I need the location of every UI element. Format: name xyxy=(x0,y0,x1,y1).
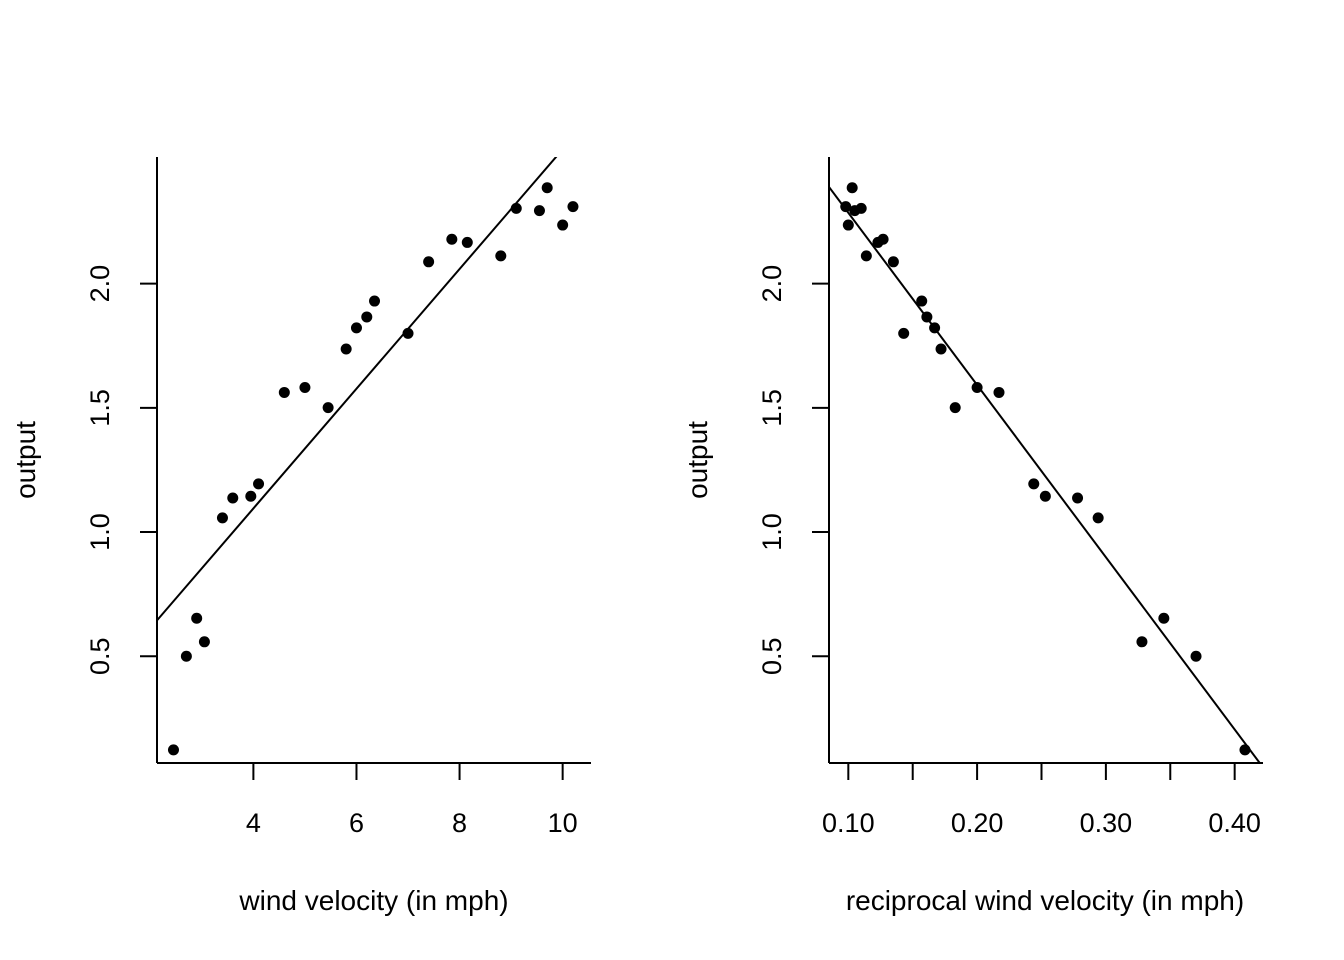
right-data-point xyxy=(949,402,961,414)
left-y-axis-title: output xyxy=(10,421,41,499)
right-data-point xyxy=(1092,512,1104,524)
right-data-point xyxy=(921,311,933,323)
right-x-tick-label: 0.10 xyxy=(822,808,875,838)
left-data-point xyxy=(180,650,192,662)
right-data-point xyxy=(860,250,872,262)
right-data-point xyxy=(993,386,1005,398)
left-data-point xyxy=(191,612,203,624)
left-data-point xyxy=(253,478,265,490)
right-data-point xyxy=(1072,492,1084,504)
right-data-point xyxy=(1190,650,1202,662)
left-x-tick-label: 6 xyxy=(349,808,364,838)
left-x-axis-title: wind velocity (in mph) xyxy=(238,885,508,916)
left-y-tick-label: 1.5 xyxy=(85,389,115,427)
right-data-point xyxy=(1028,478,1040,490)
right-y-axis-title: output xyxy=(682,421,713,499)
left-panel-marks: 4 6 8 10 0.5 1.0 1.5 2.0 xyxy=(85,157,591,838)
left-data-point xyxy=(423,256,435,268)
right-data-point xyxy=(916,295,928,307)
left-data-point xyxy=(446,233,458,245)
right-data-point xyxy=(1136,636,1148,648)
right-data-point xyxy=(846,182,858,194)
left-data-point xyxy=(245,490,257,502)
left-data-point xyxy=(369,295,381,307)
left-data-point xyxy=(227,492,239,504)
left-data-point xyxy=(361,311,373,323)
left-data-point xyxy=(167,744,179,756)
left-data-point xyxy=(350,322,362,334)
left-y-tick-label: 1.0 xyxy=(85,513,115,551)
left-y-tick-label: 0.5 xyxy=(85,637,115,675)
left-data-point xyxy=(299,381,311,393)
left-data-point xyxy=(198,636,210,648)
left-data-point xyxy=(510,202,522,214)
left-data-point xyxy=(567,201,579,213)
left-data-point xyxy=(322,402,334,414)
right-data-point xyxy=(840,201,852,213)
left-fit-line xyxy=(157,157,558,622)
left-data-point xyxy=(278,386,290,398)
right-data-point xyxy=(849,205,861,217)
left-scatter-panel: 4 6 8 10 0.5 1.0 1.5 2.0 wind velocity (in mph)… xyxy=(10,157,591,916)
left-x-tick-label: 10 xyxy=(548,808,578,838)
right-x-tick-label: 0.30 xyxy=(1080,808,1133,838)
left-y-tick-label: 2.0 xyxy=(85,265,115,303)
left-data-point xyxy=(533,205,545,217)
left-data-point xyxy=(461,236,473,248)
right-data-point xyxy=(1239,744,1251,756)
left-data-point xyxy=(402,327,414,339)
right-y-tick-label: 2.0 xyxy=(757,265,787,303)
right-x-tick-label: 0.20 xyxy=(951,808,1004,838)
left-x-tick-label: 8 xyxy=(452,808,467,838)
right-panel-marks: 0.10 0.20 0.30 0.40 0.5 1.0 1.5 2.0 xyxy=(757,157,1263,838)
left-data-point xyxy=(495,250,507,262)
left-data-point xyxy=(541,182,553,194)
right-y-tick-label: 1.0 xyxy=(757,513,787,551)
right-x-axis-title: reciprocal wind velocity (in mph) xyxy=(846,885,1244,916)
right-data-point xyxy=(872,236,884,248)
right-fit-line xyxy=(829,186,1261,763)
right-data-point xyxy=(1039,490,1051,502)
right-data-point xyxy=(971,381,983,393)
right-data-point xyxy=(1158,612,1170,624)
right-data-point xyxy=(929,322,941,334)
left-data-point xyxy=(557,219,569,231)
right-scatter-panel: 0.10 0.20 0.30 0.40 0.5 1.0 1.5 2.0 reciprocal … xyxy=(682,157,1263,916)
right-y-tick-label: 1.5 xyxy=(757,389,787,427)
right-data-point xyxy=(898,327,910,339)
left-data-point xyxy=(340,343,352,355)
left-data-point xyxy=(216,512,228,524)
right-data-point xyxy=(842,219,854,231)
right-data-point xyxy=(935,343,947,355)
right-x-tick-label: 0.40 xyxy=(1208,808,1261,838)
right-y-tick-label: 0.5 xyxy=(757,637,787,675)
right-data-point xyxy=(887,256,899,268)
left-x-tick-label: 4 xyxy=(246,808,261,838)
